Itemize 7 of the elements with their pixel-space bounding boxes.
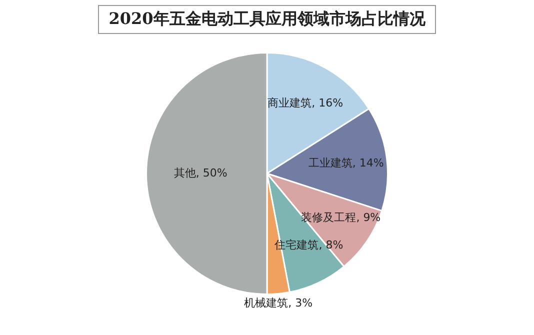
chart-title: 2020年五金电动工具应用领域市场占比情况 xyxy=(98,5,436,34)
slice-label: 住宅建筑, 8% xyxy=(274,238,344,252)
slice-label: 机械建筑, 3% xyxy=(244,296,313,310)
slice-label: 工业建筑, 14% xyxy=(308,156,384,170)
slice-label: 其他, 50% xyxy=(174,166,228,180)
slice-label: 装修及工程, 9% xyxy=(301,211,381,224)
slice-label: 商业建筑, 16% xyxy=(268,96,344,110)
